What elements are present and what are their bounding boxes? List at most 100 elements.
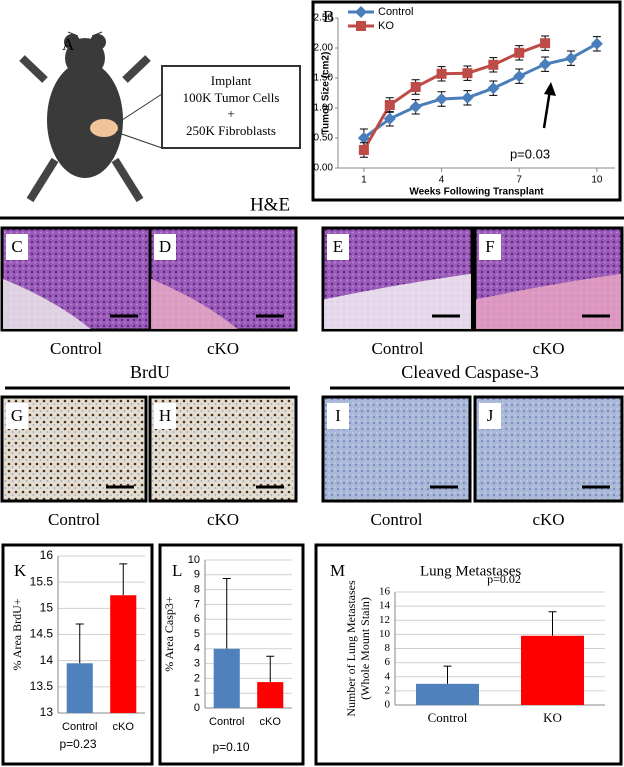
y-tick-label: 12: [379, 614, 390, 626]
panel-label: H: [159, 406, 171, 425]
bar: [66, 663, 93, 713]
section-title: BrdU: [130, 362, 170, 382]
x-tick-label: 1: [361, 175, 367, 186]
y-tick-label: 14: [379, 600, 391, 612]
annotation: p=0.23: [59, 737, 96, 751]
y-axis-label: % Area BrdU+: [10, 598, 24, 670]
label-box: [6, 234, 28, 260]
label-box: [6, 403, 28, 429]
arrow: [542, 82, 556, 129]
y-tick-label: 13.5: [30, 679, 54, 693]
error-bar: [119, 563, 128, 596]
marker: [488, 59, 499, 70]
caption: Control: [48, 510, 100, 529]
y-tick-label: 1.50: [314, 73, 334, 84]
bar: [521, 635, 584, 705]
bar: [213, 648, 240, 708]
y-tick-label: 0: [194, 702, 200, 714]
panel-frame: [314, 543, 623, 766]
y-tick-label: 5: [194, 628, 200, 640]
tissue-edge: [3, 279, 91, 329]
y-axis-label: % Area Casp3+: [162, 596, 176, 672]
y-tick-label: 2: [194, 672, 200, 684]
label-box: [479, 403, 501, 429]
marker: [513, 70, 526, 83]
y-tick-label: 6: [385, 656, 391, 668]
y-axis-label: (Whole Mount Stain): [358, 597, 372, 700]
y-tick-label: 8: [194, 584, 200, 596]
marker: [383, 112, 396, 125]
y-tick-label: 6: [194, 613, 200, 625]
marker: [384, 100, 395, 110]
y-tick-label: 7: [194, 598, 200, 610]
y-tick-label: 15.5: [30, 574, 54, 588]
panel-label: K: [14, 561, 27, 580]
chart-title: Lung Metastases: [420, 563, 521, 579]
y-tick-label: 0.00: [314, 163, 334, 174]
x-tick-label: KO: [543, 710, 562, 725]
label-box: [154, 403, 176, 429]
y-tick-label: 14: [40, 653, 54, 667]
y-tick-label: 1.00: [314, 103, 334, 114]
bar: [257, 682, 284, 708]
section-title: Cleaved Caspase-3: [401, 362, 538, 382]
panel-label: C: [11, 237, 22, 256]
label-box: [327, 234, 349, 260]
y-tick-label: 3: [194, 658, 200, 670]
caption: Control: [372, 339, 424, 358]
x-tick-label: 10: [591, 175, 603, 186]
y-tick-label: 15: [40, 601, 54, 615]
y-tick-label: 0: [385, 699, 391, 711]
error-bar: [75, 623, 84, 664]
label-box: [479, 234, 501, 260]
panel-label: A: [62, 35, 75, 54]
panel-frame: [158, 543, 305, 766]
caption: Control: [50, 339, 102, 358]
caption: cKO: [207, 510, 239, 529]
series-line: [362, 41, 546, 151]
box-text: 250K Fibroblasts: [186, 123, 276, 138]
marker: [435, 93, 448, 105]
y-tick-label: 10: [379, 628, 391, 640]
x-tick-label: 4: [439, 175, 445, 186]
legend-label: KO: [378, 20, 394, 32]
marker: [590, 37, 603, 50]
x-tick-label: Control: [209, 716, 244, 728]
panel-label: B: [323, 7, 334, 26]
y-tick-label: 13: [40, 705, 54, 719]
marker: [462, 68, 473, 79]
marker: [357, 132, 370, 144]
y-tick-label: 4: [385, 670, 391, 682]
legend-marker: [356, 21, 366, 31]
bar: [110, 595, 137, 713]
error-bar: [548, 611, 557, 636]
marker: [514, 47, 525, 58]
x-tick-label: Control: [62, 721, 97, 733]
marker: [410, 82, 421, 92]
y-tick-label: 0.50: [314, 133, 334, 144]
annotation: p=0.03: [510, 146, 550, 161]
caption: cKO: [207, 339, 239, 358]
x-axis-label: Weeks Following Transplant: [409, 187, 544, 198]
label-box: [154, 234, 176, 260]
y-tick-label: 9: [194, 569, 200, 581]
caption: cKO: [532, 510, 564, 529]
panel-frame: [1, 543, 154, 766]
y-axis-label: Tumor Size (cm2): [321, 52, 332, 135]
x-tick-label: cKO: [260, 716, 282, 728]
panel-label: I: [335, 406, 341, 425]
y-tick-label: 8: [385, 642, 391, 654]
mouse-diagram: [19, 31, 301, 203]
x-tick-label: Control: [428, 710, 468, 725]
section-title: H&E: [250, 194, 290, 215]
panel-label: G: [11, 406, 23, 425]
label-box: [327, 403, 349, 429]
box-text: Implant: [211, 73, 252, 88]
marker: [409, 100, 422, 113]
y-tick-label: 2: [385, 684, 391, 696]
y-tick-label: 16: [379, 586, 391, 598]
charts: B 0.00 0.50 1.00 1.50 2.00 2.50 Tumor Size (cm2…: [10, 6, 615, 754]
panel-label: M: [330, 561, 345, 580]
